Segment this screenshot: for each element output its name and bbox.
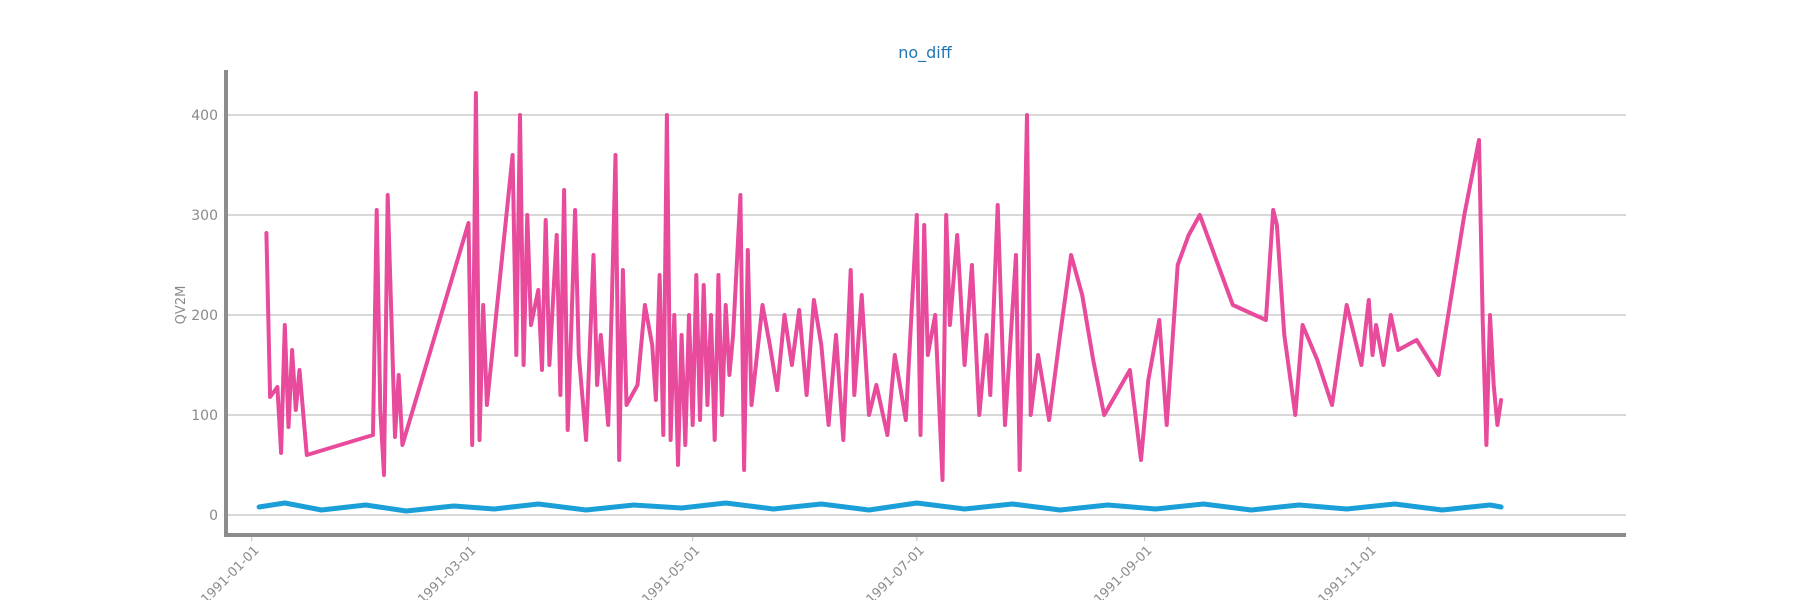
x-tick-label: 1991-09-01 (1091, 543, 1155, 600)
y-tick-label: 400 (191, 108, 218, 124)
series-lines (256, 91, 1504, 514)
y-tick-label: 200 (191, 308, 218, 324)
x-tick-label: 1991-11-01 (1316, 543, 1380, 600)
y-axis-label: QV2M (174, 286, 189, 325)
x-tick-label: 1991-01-01 (199, 543, 263, 600)
x-axis-ticks: 1991-01-01 1991-03-01 1991-05-01 1991-07-01… (199, 535, 1380, 605)
y-axis-ticks: 0 100 200 300 400 (191, 108, 218, 524)
y-tick-label: 300 (191, 208, 218, 224)
x-tick-label: 1991-07-01 (864, 543, 928, 600)
x-tick-label: 1991-03-01 (415, 543, 479, 600)
x-tick-label: 1991-05-01 (639, 543, 703, 600)
series-line-2 (256, 500, 1504, 514)
y-tick-label: 0 (209, 508, 218, 524)
chart-title: no_diff (898, 43, 953, 63)
series-line-1 (264, 91, 1504, 482)
y-tick-label: 100 (191, 408, 218, 424)
